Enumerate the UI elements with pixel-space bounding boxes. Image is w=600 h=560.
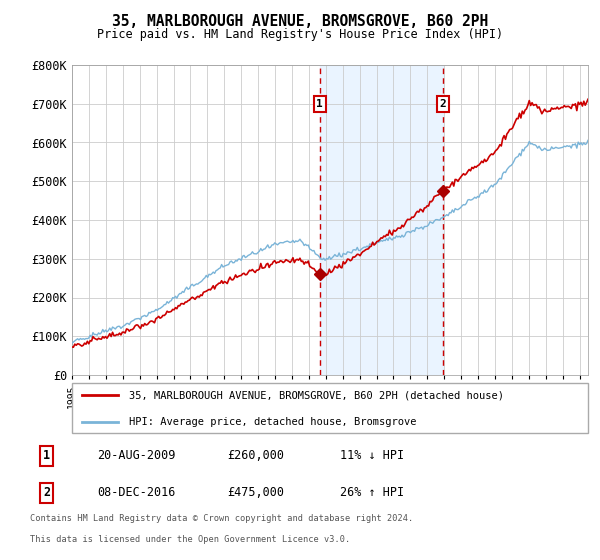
Text: Price paid vs. HM Land Registry's House Price Index (HPI): Price paid vs. HM Land Registry's House …	[97, 28, 503, 41]
Text: 35, MARLBOROUGH AVENUE, BROMSGROVE, B60 2PH: 35, MARLBOROUGH AVENUE, BROMSGROVE, B60 …	[112, 14, 488, 29]
Text: 11% ↓ HPI: 11% ↓ HPI	[340, 450, 404, 463]
Text: £475,000: £475,000	[227, 487, 284, 500]
Bar	[320, 65, 443, 375]
Text: 2: 2	[43, 487, 50, 500]
Text: 26% ↑ HPI: 26% ↑ HPI	[340, 487, 404, 500]
Text: 35, MARLBOROUGH AVENUE, BROMSGROVE, B60 2PH (detached house): 35, MARLBOROUGH AVENUE, BROMSGROVE, B60 …	[129, 390, 504, 400]
FancyBboxPatch shape	[72, 383, 588, 433]
Text: HPI: Average price, detached house, Bromsgrove: HPI: Average price, detached house, Brom…	[129, 417, 416, 427]
Text: £260,000: £260,000	[227, 450, 284, 463]
Text: 08-DEC-2016: 08-DEC-2016	[97, 487, 176, 500]
Text: 1: 1	[43, 450, 50, 463]
Text: 1: 1	[316, 99, 323, 109]
Text: This data is licensed under the Open Government Licence v3.0.: This data is licensed under the Open Gov…	[29, 535, 350, 544]
Text: 2: 2	[440, 99, 446, 109]
Text: 20-AUG-2009: 20-AUG-2009	[97, 450, 176, 463]
Text: Contains HM Land Registry data © Crown copyright and database right 2024.: Contains HM Land Registry data © Crown c…	[29, 514, 413, 523]
